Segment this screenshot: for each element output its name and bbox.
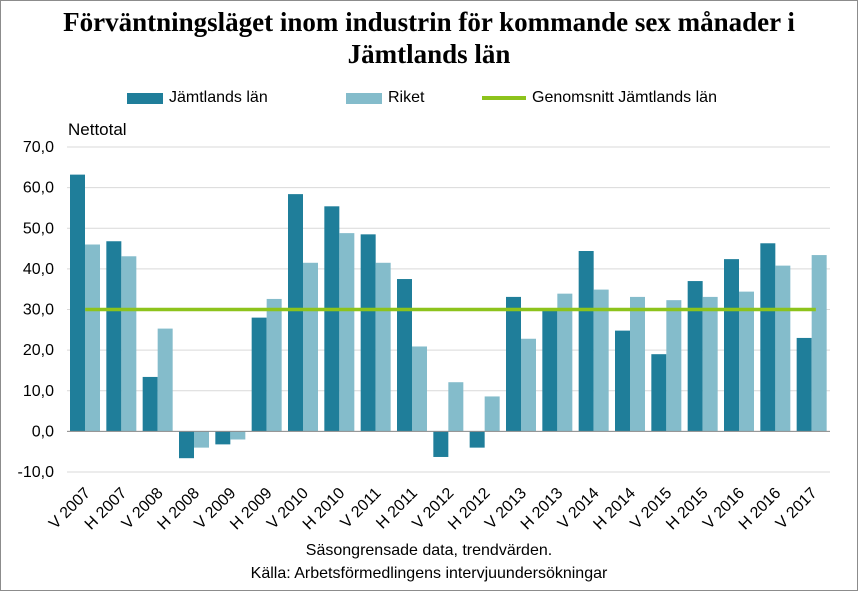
y-axis-label: Nettotal	[68, 120, 127, 139]
footer-note: Säsongrensade data, trendvärden.	[305, 542, 553, 559]
legend-swatch-jamtland	[127, 92, 163, 104]
legend-item-jamtland: Jämtlands län	[127, 86, 268, 110]
bar-riket	[593, 289, 609, 432]
bar-riket	[702, 296, 718, 432]
legend-label-average: Genomsnitt Jämtlands län	[532, 89, 717, 106]
bar-jamtland	[796, 337, 812, 432]
bar-riket	[303, 262, 318, 432]
bar-jamtland	[324, 206, 340, 432]
bar-riket	[339, 233, 355, 432]
bar-riket	[484, 396, 500, 432]
bar-jamtland	[360, 234, 376, 432]
legend-line-average	[482, 96, 526, 100]
bar-jamtland	[542, 309, 558, 432]
bar-riket	[557, 293, 573, 432]
bar-jamtland	[179, 431, 194, 459]
legend-item-riket: Riket	[346, 86, 424, 110]
footer-source: Källa: Arbetsförmedlingens intervjuunder…	[250, 565, 608, 582]
bar-jamtland	[760, 243, 776, 432]
y-tick-label: 0,0	[32, 423, 54, 440]
bar-riket	[375, 262, 391, 432]
y-tick-label: 60,0	[23, 180, 54, 197]
bar-jamtland	[578, 251, 594, 432]
bar-riket	[630, 296, 645, 432]
bar-jamtland	[433, 431, 449, 457]
y-tick-label: 50,0	[23, 220, 54, 237]
bar-riket	[121, 256, 137, 432]
y-tick-label: 20,0	[23, 342, 54, 359]
bar-jamtland	[288, 194, 303, 432]
bar-jamtland	[687, 281, 703, 432]
legend: Jämtlands län Riket Genomsnitt Jämtlands…	[0, 86, 858, 110]
bar-jamtland	[251, 317, 267, 432]
bar-jamtland	[506, 296, 521, 432]
bar-jamtland	[142, 376, 158, 432]
bar-jamtland	[215, 431, 231, 445]
bar-riket	[412, 346, 427, 432]
x-tick-label: V 2017	[773, 485, 821, 533]
chart-title: Förväntningsläget inom industrin för kom…	[63, 7, 795, 69]
y-tick-label: 40,0	[23, 261, 54, 278]
bar-riket	[266, 298, 282, 432]
legend-label-riket: Riket	[388, 89, 425, 106]
bar-riket	[739, 291, 754, 432]
bar-riket	[448, 382, 464, 432]
bar-jamtland	[651, 354, 667, 432]
bar-riket	[811, 255, 827, 432]
bar-riket	[521, 338, 536, 432]
bar-jamtland	[724, 259, 739, 432]
bar-jamtland	[615, 330, 630, 432]
bar-jamtland	[469, 431, 485, 448]
legend-item-average: Genomsnitt Jämtlands län	[482, 86, 717, 110]
bar-riket	[666, 300, 682, 432]
bar-riket	[775, 265, 791, 432]
bar-jamtland	[106, 241, 122, 432]
legend-label-jamtland: Jämtlands län	[169, 89, 268, 106]
y-tick-label: 70,0	[23, 139, 54, 156]
bar-riket	[230, 431, 246, 440]
y-tick-label: -10,0	[18, 464, 55, 481]
bar-riket	[85, 244, 100, 432]
bar-riket	[194, 431, 209, 448]
y-tick-label: 10,0	[23, 383, 54, 400]
legend-swatch-riket	[346, 92, 382, 104]
y-tick-label: 30,0	[23, 302, 54, 319]
bar-jamtland	[397, 279, 412, 432]
bar-riket	[157, 328, 173, 432]
bar-jamtland	[70, 174, 85, 432]
